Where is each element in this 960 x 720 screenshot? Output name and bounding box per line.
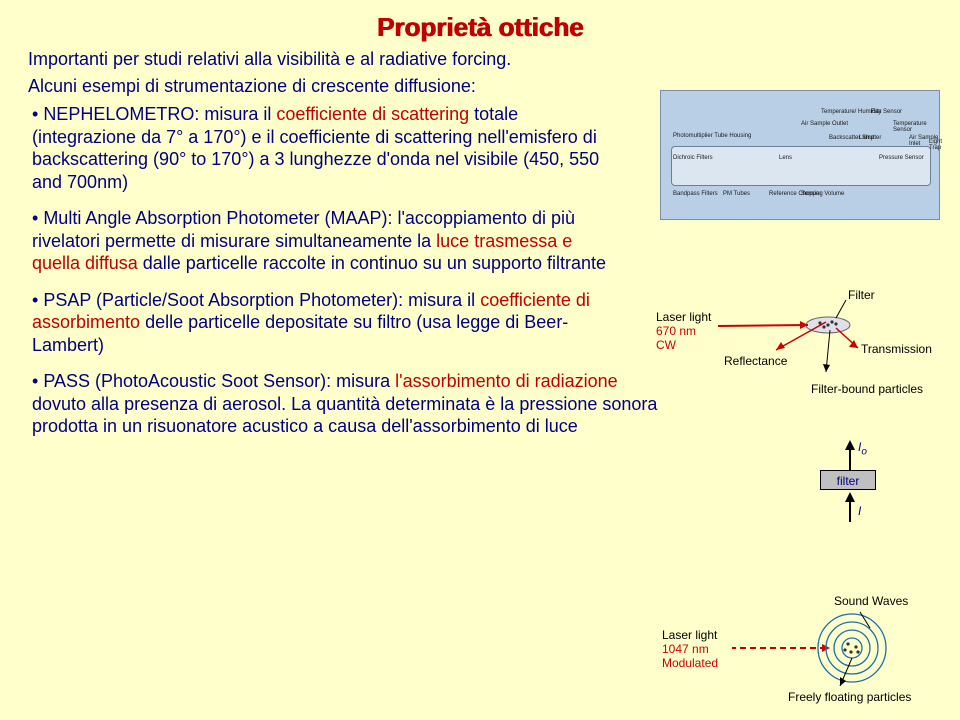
arrow-up-bottom	[810, 488, 890, 524]
item-psap: • PSAP (Particle/Soot Absorption Photome…	[32, 289, 632, 357]
post: dovuto alla presenza di aerosol. La quan…	[32, 394, 657, 437]
fig-filter-box: Io filter I	[810, 434, 890, 524]
tiny-label: Pressure Sensor	[879, 155, 924, 161]
tiny-label: PM Tubes	[723, 191, 750, 197]
transmission-label: Transmission	[861, 342, 932, 356]
I-in: I	[858, 504, 861, 518]
bullet-dot: •	[32, 104, 43, 124]
tiny-label: Photomultiplier Tube Housing	[673, 133, 751, 139]
instrument-body	[671, 146, 931, 186]
item-nephelometro: • NEPHELOMETRO: misura il coefficiente d…	[32, 103, 612, 193]
fig-pass: Laser light 1047 nm Modulated Sound Wave…	[662, 590, 942, 710]
pass-svg	[732, 600, 902, 700]
pre: misura il	[199, 104, 276, 124]
fig-nephelometer: Photomultiplier Tube Housing Lamp Air Sa…	[660, 90, 940, 220]
lead: PASS (PhotoAcoustic Soot Sensor):	[43, 371, 331, 391]
bullet-dot: •	[32, 208, 43, 228]
laser-label: Laser light 1047 nm Modulated	[662, 628, 730, 670]
post: dalle particelle raccolte in continuo su…	[138, 253, 606, 273]
fig-maap: Laser light 670 nm CW Reflectance Filter…	[656, 284, 942, 424]
pre: misura	[331, 371, 395, 391]
intro-text: Importanti per studi relativi alla visib…	[28, 49, 932, 70]
pre: misura il	[403, 290, 480, 310]
highlight: l'assorbimento di radiazione	[395, 371, 618, 391]
tiny-label: Reference Chopper	[769, 191, 821, 197]
tiny-label: Temperature/ Humidity Sensor	[821, 109, 902, 115]
tiny-label: Fan	[871, 109, 881, 115]
lead: Multi Angle Absorption Photometer (MAAP)…	[43, 208, 392, 228]
bullet-dot: •	[32, 371, 43, 391]
slide-title: Proprietà ottiche	[28, 12, 932, 43]
lead: PSAP (Particle/Soot Absorption Photomete…	[43, 290, 403, 310]
maap-svg	[718, 290, 868, 400]
arrow-up-top	[810, 436, 890, 472]
laser-label: Laser light 670 nm CW	[656, 310, 716, 352]
tiny-label: Lens	[779, 155, 792, 161]
tiny-label: Bandpass Filters	[673, 191, 718, 197]
tiny-label: Temperature Sensor	[893, 121, 939, 133]
item-maap: • Multi Angle Absorption Photometer (MAA…	[32, 207, 612, 275]
highlight: coefficiente di scattering	[276, 104, 469, 124]
filter-box: filter	[820, 470, 876, 490]
bullet-dot: •	[32, 290, 43, 310]
lead: NEPHELOMETRO:	[43, 104, 199, 124]
tiny-label: Air Sample Outlet	[801, 121, 848, 127]
tiny-label: Dichroic Filters	[673, 155, 713, 161]
tiny-label: Light Trap	[929, 139, 942, 151]
tiny-label: Backscatter Shutter	[829, 135, 881, 141]
item-pass: • PASS (PhotoAcoustic Soot Sensor): misu…	[32, 370, 672, 438]
